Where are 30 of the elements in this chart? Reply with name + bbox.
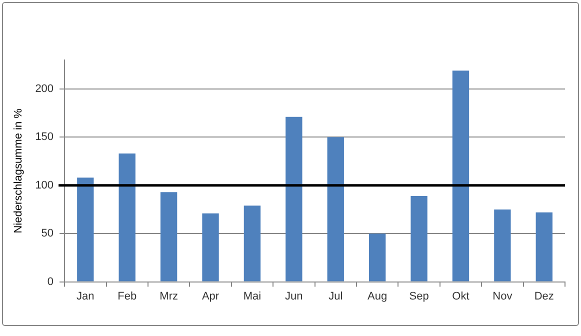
bar (286, 116, 302, 282)
x-tick-label: Aug (368, 290, 388, 302)
x-tick-label: Dez (534, 290, 554, 302)
x-tick-label: Nov (492, 290, 513, 302)
bar (327, 137, 344, 282)
bar (118, 154, 136, 282)
x-tick-label: Sep (409, 290, 429, 302)
bar (160, 192, 178, 282)
x-tick-label: Feb (118, 290, 137, 302)
x-tick-label: Okt (452, 290, 470, 302)
x-tick-label: Jun (285, 290, 303, 302)
x-tick-label: Jan (76, 290, 94, 302)
x-tick-label: Jul (328, 290, 343, 302)
y-axis-title: Niederschlagsumme in % (12, 108, 25, 234)
y-tick-label: 200 (35, 82, 54, 95)
bar (202, 213, 219, 282)
x-tick-label: Mai (243, 290, 262, 302)
x-tick-label: Apr (202, 290, 220, 302)
bar (494, 209, 511, 282)
bar (410, 196, 428, 282)
bar (77, 178, 94, 282)
bar (452, 70, 470, 282)
y-tick-label: 100 (35, 179, 54, 192)
x-tick-label: Mrz (160, 290, 178, 302)
y-tick-label: 50 (41, 228, 54, 240)
bar (368, 234, 386, 282)
y-tick-label: 150 (35, 131, 54, 144)
y-tick-label: 0 (47, 276, 54, 288)
bar (536, 212, 552, 282)
bar (244, 206, 261, 282)
